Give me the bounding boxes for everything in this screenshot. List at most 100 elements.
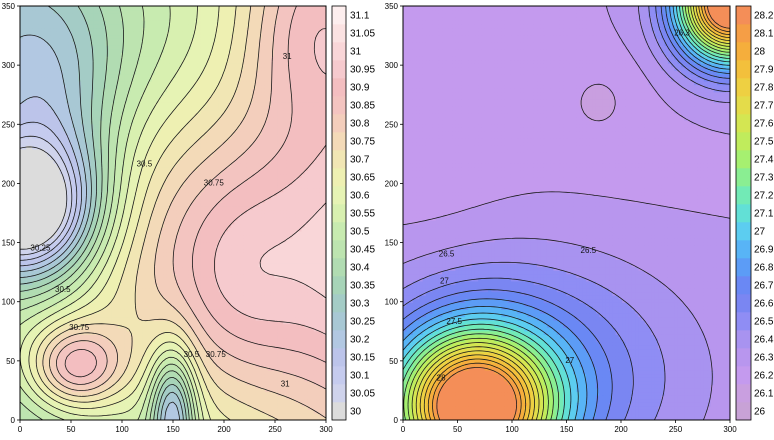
fill-cell bbox=[145, 416, 150, 420]
fill-cell bbox=[267, 252, 272, 257]
fill-cell bbox=[246, 345, 251, 350]
fill-cell bbox=[209, 341, 214, 346]
fill-cell bbox=[145, 309, 150, 314]
fill-cell bbox=[139, 270, 143, 275]
fill-cell bbox=[41, 370, 46, 375]
fill-cell bbox=[289, 241, 293, 246]
fill-cell bbox=[114, 320, 119, 325]
fill-cell bbox=[120, 277, 125, 282]
fill-cell bbox=[84, 320, 88, 325]
fill-cell bbox=[304, 252, 309, 257]
fill-cell bbox=[310, 384, 315, 389]
fill-cell bbox=[96, 287, 101, 293]
fill-cell bbox=[47, 416, 52, 420]
fill-cell bbox=[102, 402, 107, 407]
fill-cell bbox=[267, 295, 272, 300]
fill-cell bbox=[185, 323, 189, 328]
fill-cell bbox=[200, 302, 205, 307]
fill-cell bbox=[322, 352, 326, 357]
fill-cell bbox=[264, 248, 269, 253]
fill-cell bbox=[286, 359, 290, 364]
fill-cell bbox=[81, 416, 85, 420]
fill-cell bbox=[117, 284, 122, 289]
fill-cell bbox=[292, 377, 296, 382]
fill-cell bbox=[292, 405, 296, 410]
fill-cell bbox=[218, 320, 223, 325]
fill-cell bbox=[286, 384, 290, 389]
fill-cell bbox=[169, 334, 174, 339]
fill-cell bbox=[127, 248, 131, 253]
fill-cell bbox=[188, 355, 192, 360]
fill-cell bbox=[127, 391, 131, 396]
fill-cell bbox=[148, 245, 153, 250]
fill-cell bbox=[225, 270, 229, 275]
fill-cell bbox=[114, 380, 119, 385]
fill-cell bbox=[215, 366, 220, 371]
fill-cell bbox=[237, 262, 241, 268]
fill-cell bbox=[209, 391, 214, 396]
fill-cell bbox=[277, 362, 281, 368]
fill-cell bbox=[127, 337, 131, 343]
fill-cell bbox=[237, 362, 241, 368]
fill-cell bbox=[148, 255, 153, 260]
fill-cell bbox=[215, 266, 220, 271]
fill-cell bbox=[111, 295, 116, 300]
fill-cell bbox=[130, 359, 134, 364]
fill-cell bbox=[200, 416, 205, 420]
fill-cell bbox=[72, 391, 76, 396]
fill-cell bbox=[68, 259, 73, 264]
fill-cell bbox=[157, 245, 162, 250]
fill-cell bbox=[62, 320, 67, 325]
fill-cell bbox=[99, 284, 104, 289]
fill-cell bbox=[261, 330, 266, 335]
fill-cell bbox=[212, 334, 217, 339]
fill-cell bbox=[90, 245, 95, 250]
fill-cell bbox=[273, 352, 278, 357]
fill-cell bbox=[209, 270, 214, 275]
fill-cell bbox=[295, 248, 300, 253]
fill-cell bbox=[185, 348, 189, 353]
fill-cell bbox=[270, 362, 275, 368]
fill-cell bbox=[108, 352, 113, 357]
fill-cell bbox=[157, 384, 162, 389]
fill-cell bbox=[81, 327, 85, 332]
fill-cell bbox=[120, 341, 125, 346]
fill-cell bbox=[120, 387, 125, 393]
fill-cell bbox=[41, 287, 46, 293]
fill-cell bbox=[191, 295, 196, 300]
fill-cell bbox=[20, 416, 24, 420]
fill-cell bbox=[62, 391, 67, 396]
fill-cell bbox=[65, 280, 70, 285]
fill-cell bbox=[289, 255, 293, 260]
fill-cell bbox=[68, 323, 73, 328]
fill-cell bbox=[277, 370, 281, 375]
fill-cell bbox=[163, 352, 168, 357]
fill-cell bbox=[26, 337, 30, 343]
fill-cell bbox=[41, 387, 46, 393]
fill-cell bbox=[237, 312, 241, 318]
fill-cell bbox=[133, 359, 137, 364]
fill-cell bbox=[32, 345, 36, 350]
fill-cell bbox=[304, 359, 309, 364]
fill-cell bbox=[44, 323, 49, 328]
fill-cell bbox=[176, 370, 180, 375]
fill-cell bbox=[182, 352, 186, 357]
fill-cell bbox=[286, 337, 290, 343]
fill-cell bbox=[215, 412, 220, 418]
fill-cell bbox=[243, 259, 248, 264]
fill-cell bbox=[75, 334, 79, 339]
fill-cell bbox=[35, 377, 39, 382]
fill-cell bbox=[50, 266, 55, 271]
fill-cell bbox=[169, 377, 174, 382]
fill-cell bbox=[292, 323, 296, 328]
fill-cell bbox=[295, 259, 300, 264]
fill-cell bbox=[237, 416, 241, 420]
fill-cell bbox=[133, 395, 137, 400]
fill-cell bbox=[130, 409, 134, 414]
fill-cell bbox=[99, 366, 104, 371]
fill-cell bbox=[157, 248, 162, 253]
fill-cell bbox=[38, 273, 43, 278]
fill-cell bbox=[176, 287, 180, 293]
fill-cell bbox=[255, 248, 260, 253]
fill-cell bbox=[277, 352, 281, 357]
